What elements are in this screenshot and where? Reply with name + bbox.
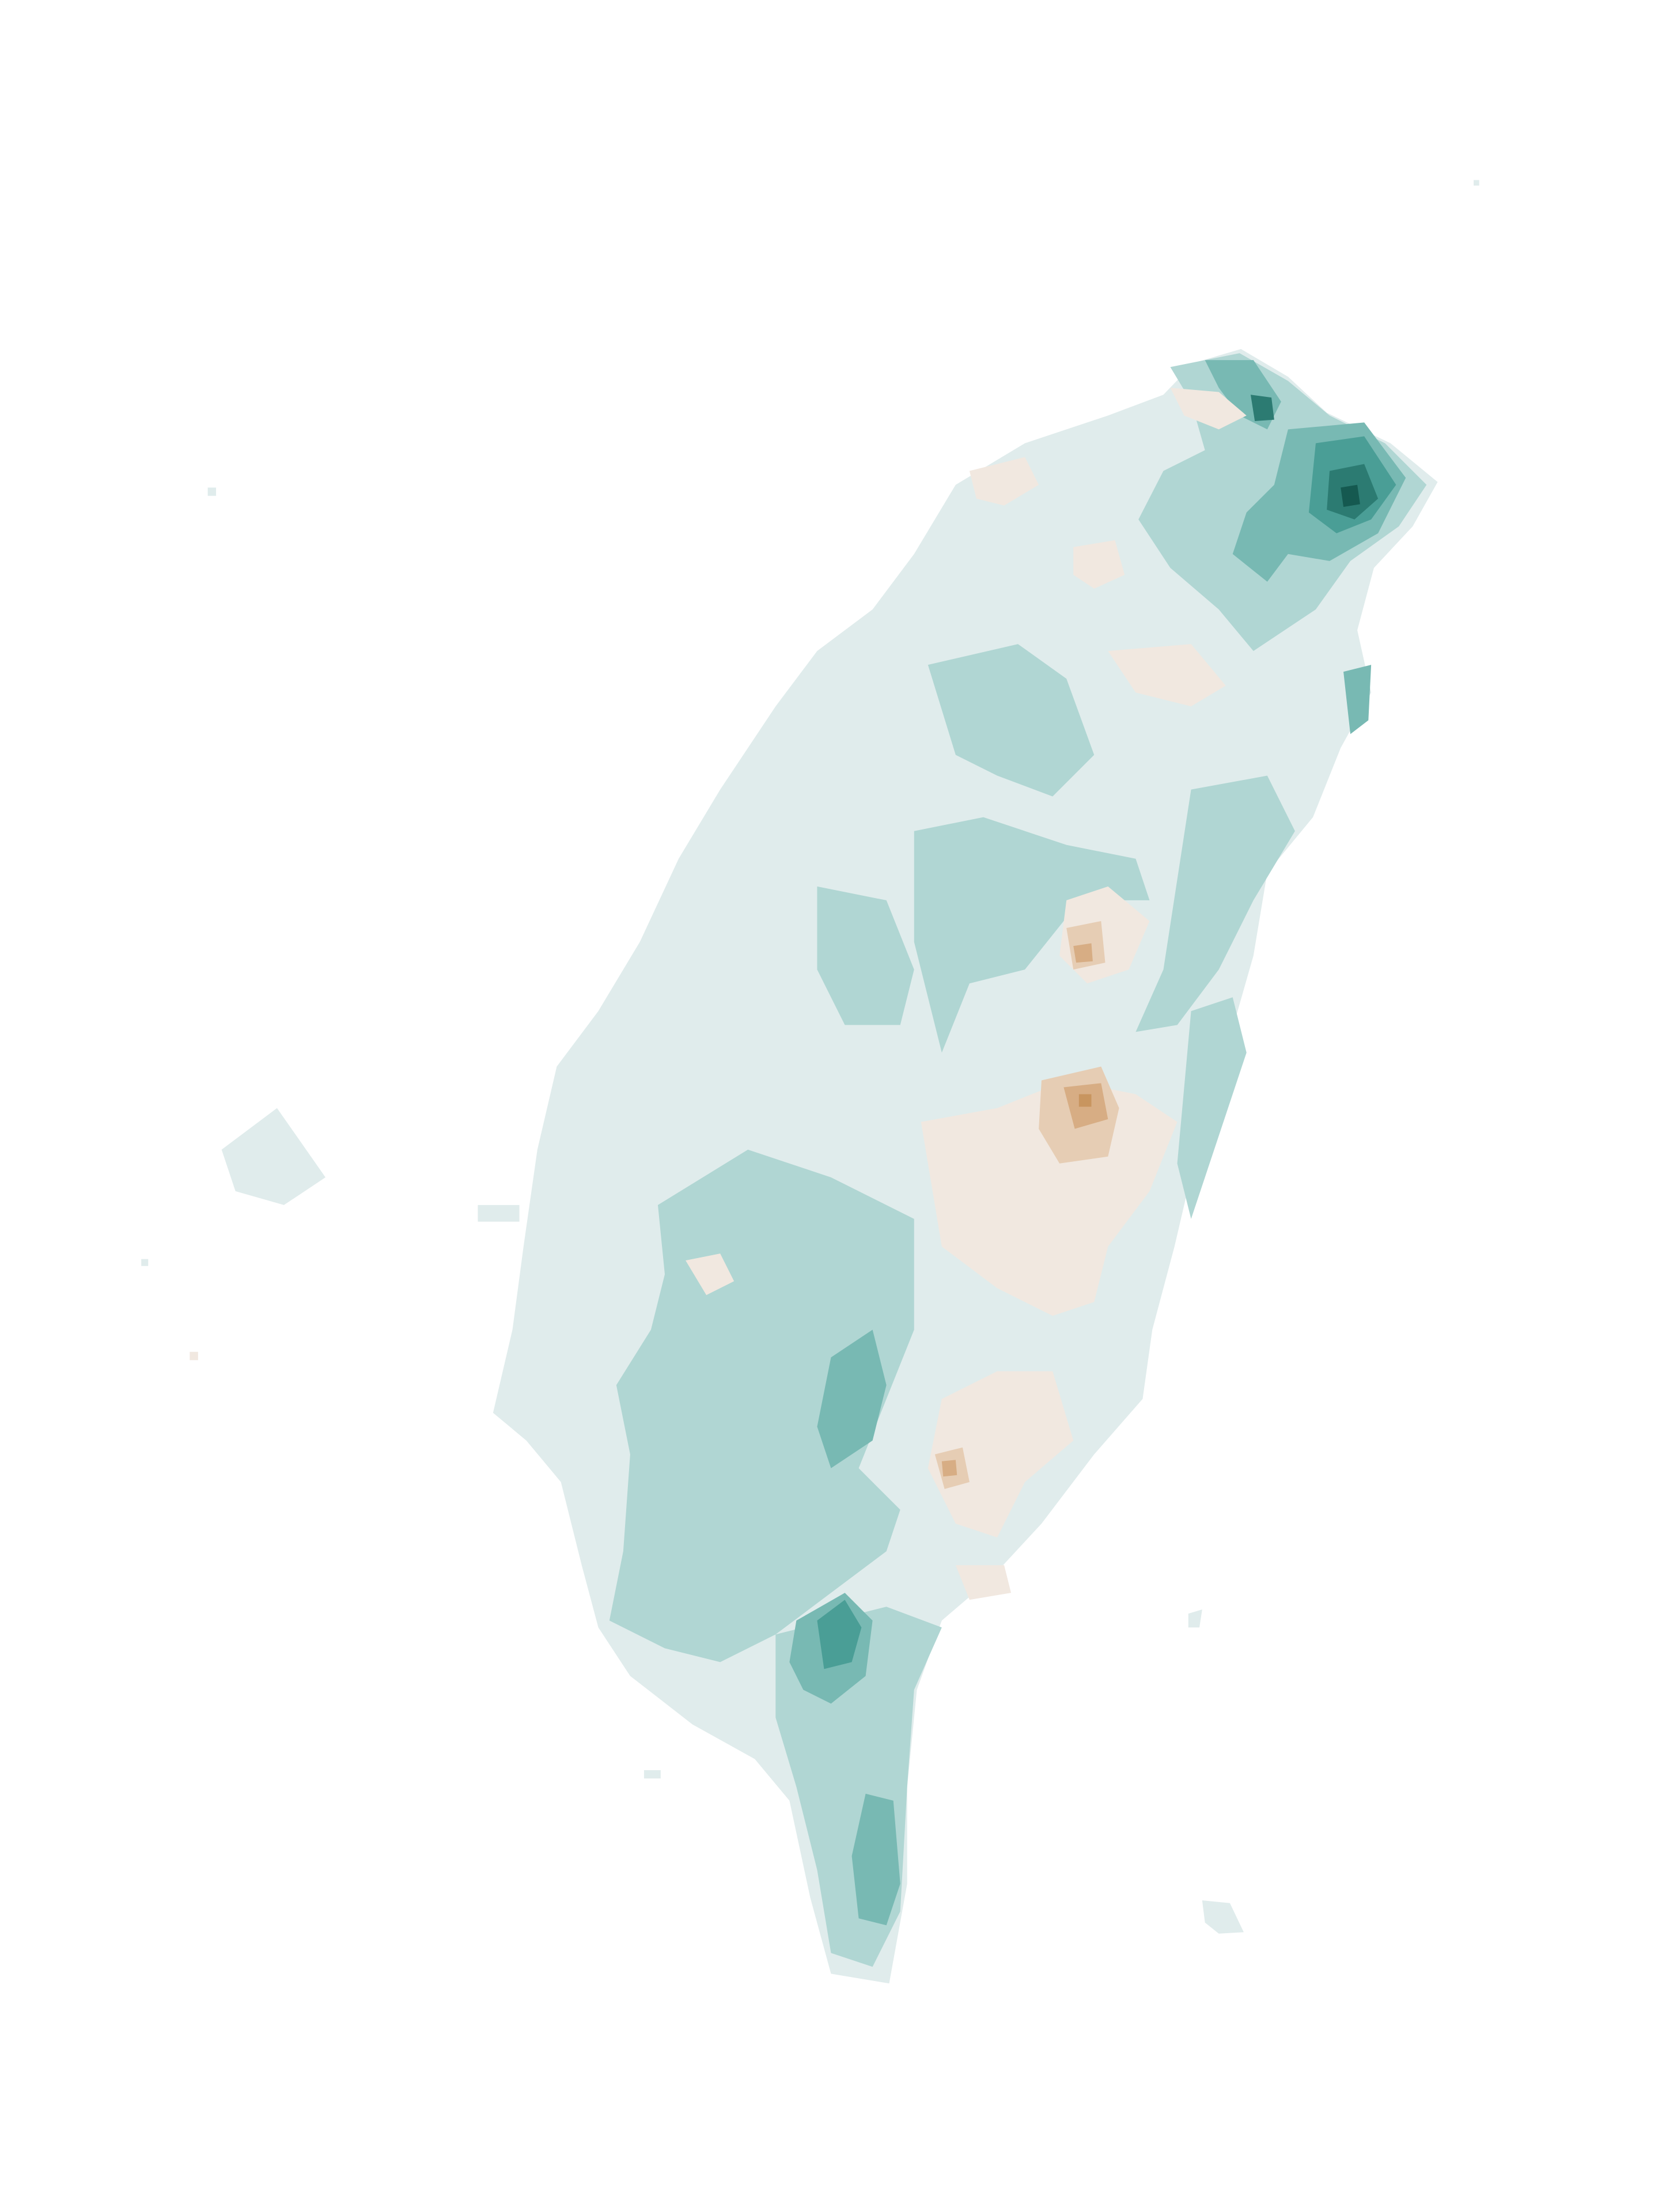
contour-teal5-northeast bbox=[1341, 484, 1360, 507]
teal-contours-deep bbox=[817, 395, 1396, 1669]
contour-teal-central-west bbox=[927, 644, 1095, 797]
contour-teal-midwest bbox=[817, 886, 914, 1025]
contour-tan-northwest bbox=[969, 457, 1039, 506]
contour-teal-southwest bbox=[609, 1149, 914, 1662]
contour-tan-north bbox=[1108, 644, 1226, 707]
islet-speck bbox=[190, 1351, 198, 1361]
contour-teal2-northeast-coast bbox=[1343, 665, 1372, 734]
contour-tan-west bbox=[686, 1253, 735, 1296]
contour-tan-north-coast bbox=[1170, 388, 1247, 430]
contour-tan3-south bbox=[941, 1460, 957, 1477]
islet-speck bbox=[141, 1259, 149, 1266]
contour-tan-south-central bbox=[927, 1371, 1074, 1538]
contour-tan-nw2 bbox=[1073, 540, 1125, 589]
islet-penghu bbox=[221, 1108, 325, 1205]
contour-teal-east bbox=[1135, 775, 1295, 1032]
islets-noise bbox=[141, 180, 1479, 1779]
contour-tan-central bbox=[921, 1080, 1178, 1316]
contour-teal4-keelung bbox=[1250, 395, 1274, 421]
contour-teal-central bbox=[914, 817, 1150, 1053]
islet-green bbox=[1188, 1609, 1202, 1628]
islet-speck bbox=[643, 1770, 661, 1779]
contour-tan-south bbox=[955, 1565, 1012, 1600]
contour-teal2-southtip bbox=[851, 1793, 900, 1926]
contour-teal-east-coast bbox=[1177, 997, 1247, 1219]
contour-teal2-southwest bbox=[817, 1330, 887, 1468]
contour-teal3-south bbox=[817, 1600, 862, 1669]
islet-speck bbox=[1474, 180, 1479, 186]
contour-tan4-peak bbox=[1078, 1094, 1092, 1107]
islet-orchid bbox=[1202, 1900, 1244, 1934]
tan-contours bbox=[686, 388, 1247, 1600]
islet-speck bbox=[207, 487, 217, 496]
contour-tan3-mountain bbox=[1073, 943, 1093, 963]
islet-speck bbox=[478, 1205, 520, 1222]
